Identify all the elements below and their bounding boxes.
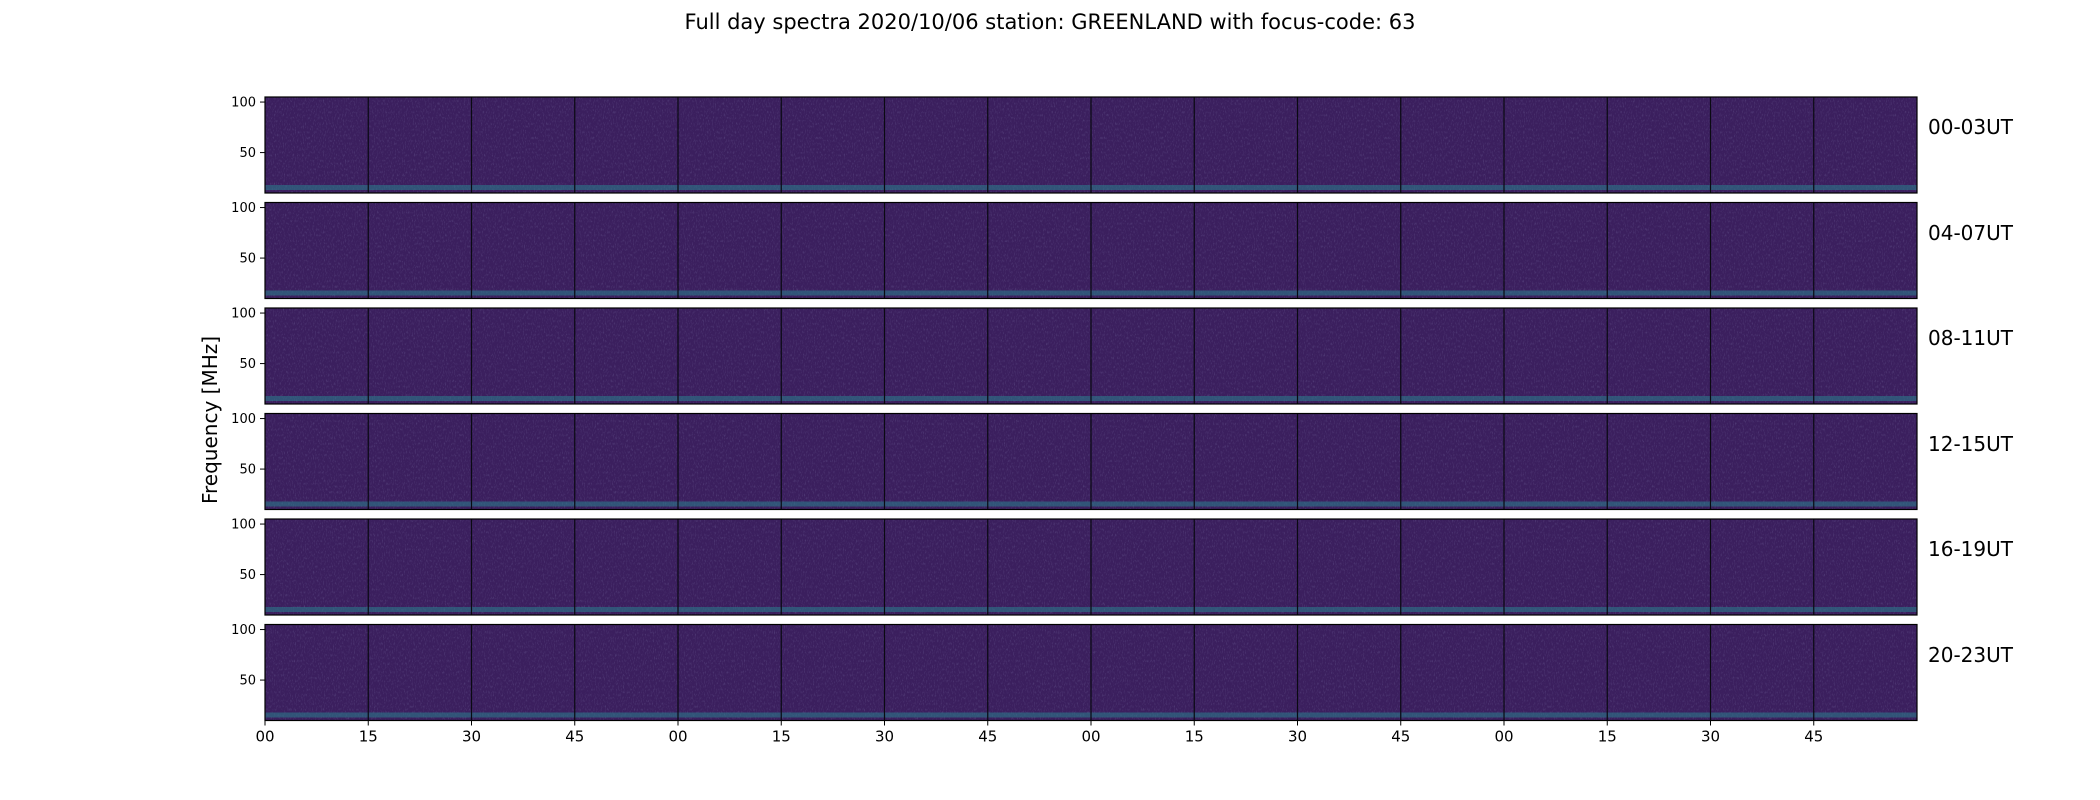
row-time-label: 00-03UT bbox=[1928, 115, 2013, 139]
x-tick-label: 15 bbox=[1598, 728, 1617, 746]
x-tick-label: 00 bbox=[255, 728, 274, 746]
x-tick-label: 30 bbox=[462, 728, 481, 746]
y-tick-label: 100 bbox=[231, 623, 256, 638]
y-tick-label: 100 bbox=[231, 96, 256, 111]
x-tick-label: 45 bbox=[1391, 728, 1410, 746]
chart-title: Full day spectra 2020/10/06 station: GRE… bbox=[684, 10, 1416, 34]
row-time-label: 20-23UT bbox=[1928, 642, 2013, 667]
row-frame bbox=[264, 412, 1918, 511]
x-tick-label: 00 bbox=[1494, 728, 1513, 746]
x-tick-label: 30 bbox=[875, 728, 894, 746]
y-tick-label: 100 bbox=[231, 412, 256, 427]
row-frame bbox=[264, 518, 1918, 616]
y-tick-label: 100 bbox=[231, 518, 256, 533]
row-time-label: 16-19UT bbox=[1928, 537, 2013, 561]
row-frame bbox=[264, 96, 1918, 194]
y-tick-label: 50 bbox=[239, 463, 256, 478]
x-tick-label: 30 bbox=[1288, 728, 1307, 746]
x-tick-label: 45 bbox=[978, 728, 997, 746]
x-tick-label: 15 bbox=[359, 728, 378, 746]
x-tick-label: 30 bbox=[1701, 728, 1720, 746]
row-time-label: 08-11UT bbox=[1928, 326, 2013, 350]
y-tick-label: 100 bbox=[231, 201, 256, 216]
y-tick-label: 50 bbox=[239, 674, 256, 689]
y-tick-label: 50 bbox=[239, 252, 256, 267]
row-time-label: 04-07UT bbox=[1928, 220, 2013, 245]
y-tick-label: 50 bbox=[239, 357, 256, 372]
row-frame bbox=[264, 307, 1918, 405]
row-frame bbox=[264, 201, 1918, 300]
x-tick-label: 45 bbox=[1804, 728, 1823, 746]
x-tick-label: 45 bbox=[565, 728, 584, 746]
row-time-label: 12-15UT bbox=[1928, 431, 2013, 456]
y-tick-label: 50 bbox=[239, 568, 256, 583]
x-tick-label: 15 bbox=[1185, 728, 1204, 746]
x-tick-label: 00 bbox=[1081, 728, 1100, 746]
y-tick-label: 50 bbox=[239, 146, 256, 161]
y-tick-label: 100 bbox=[231, 307, 256, 322]
x-tick-label: 15 bbox=[772, 728, 791, 746]
x-tick-label: 00 bbox=[668, 728, 687, 746]
